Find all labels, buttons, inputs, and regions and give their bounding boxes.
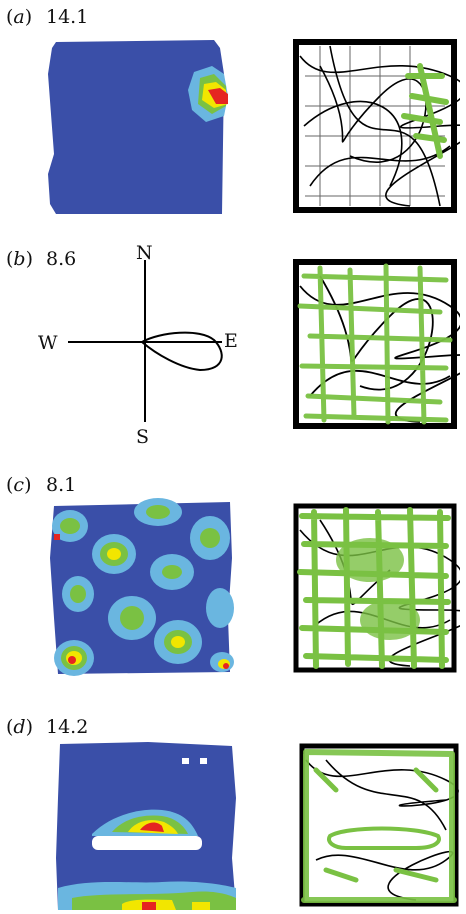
- compass-south-label: S: [136, 426, 150, 448]
- panel-b-head-direction-polar-plot: [30, 236, 250, 450]
- compass-east-label: E: [224, 330, 238, 352]
- panel-a-trajectory-plot: [290, 36, 460, 216]
- panel-b-peak-rate: 8.6: [46, 248, 77, 270]
- panel-a-rate-map: [44, 34, 234, 216]
- panel-d-trajectory-plot: [296, 740, 462, 910]
- panel-c-trajectory-plot: [290, 500, 460, 676]
- panel-a-peak-rate: 14.1: [46, 6, 89, 28]
- panel-c-peak-rate: 8.1: [46, 474, 77, 496]
- panel-d-rate-map: [52, 738, 238, 914]
- panel-b-trajectory-plot: [290, 256, 460, 432]
- compass-north-label: N: [136, 242, 153, 264]
- panel-c-label: (c): [6, 474, 32, 496]
- panel-a-label: (a): [6, 6, 33, 28]
- panel-b-label: (b): [6, 248, 34, 270]
- panel-c-rate-map: [48, 498, 238, 678]
- panel-d-label: (d): [6, 716, 34, 738]
- panel-d-peak-rate: 14.2: [46, 716, 89, 738]
- compass-west-label: W: [38, 332, 58, 354]
